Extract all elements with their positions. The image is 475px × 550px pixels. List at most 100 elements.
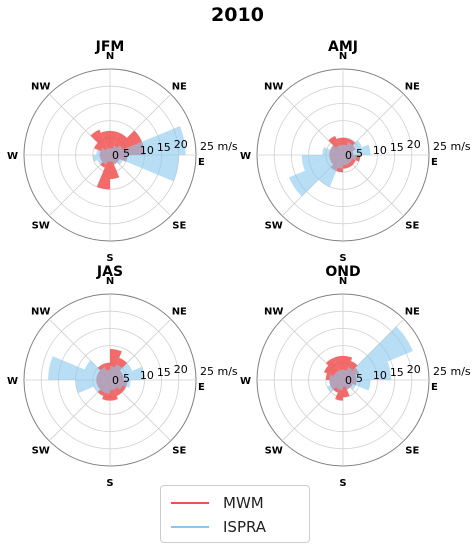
grid-spoke-jfm (48, 154, 111, 217)
bar-ispra-ond (329, 374, 343, 380)
bar-ispra-jfm (92, 155, 110, 162)
direction-label-sw-jas: SW (32, 445, 50, 456)
bar-ispra-amj (288, 155, 343, 197)
bar-ispra-jfm (96, 149, 110, 155)
direction-label-ne-jfm: NE (172, 82, 187, 93)
bar-ispra-ond (343, 361, 392, 380)
bar-ispra-amj (343, 155, 353, 163)
legend-swatch-ispra (171, 526, 209, 528)
panel-title-jfm: JFM (95, 39, 125, 55)
bar-ispra-amj (318, 155, 343, 187)
panel-title-ond: OND (325, 264, 360, 280)
direction-label-ne-ond: NE (405, 307, 420, 318)
direction-label-se-jfm: SE (172, 220, 186, 231)
legend-label-ispra: ISPRA (223, 518, 267, 536)
direction-label-e-jas: E (198, 382, 205, 393)
grid-spoke-jfm (109, 154, 172, 217)
radial-tick-jas: 25 m/s (200, 365, 238, 378)
direction-label-ne-jas: NE (172, 307, 187, 318)
direction-label-nw-amj: NW (264, 82, 283, 93)
legend: MWM ISPRA (160, 485, 310, 543)
bar-ispra-ond (333, 372, 343, 380)
bar-ispra-ond (339, 369, 343, 380)
bar-ispra-jfm (97, 155, 110, 165)
bar-ispra-amj (330, 145, 343, 155)
radial-tick-jfm: 0 (112, 149, 119, 162)
bar-ispra-jfm (110, 155, 123, 165)
bar-ispra-jfm (110, 155, 179, 182)
bar-ispra-jas (75, 380, 110, 394)
bar-ispra-jas (94, 380, 110, 393)
legend-swatch-mwm (171, 502, 209, 504)
bar-ispra-amj (339, 144, 343, 155)
bar-ispra-jas (84, 360, 110, 380)
radial-tick-jfm: 5 (123, 147, 130, 160)
direction-label-e-ond: E (431, 382, 438, 393)
direction-label-s-jfm: S (106, 253, 113, 264)
bar-ispra-ond (343, 380, 346, 387)
radial-tick-jas: 10 (140, 369, 154, 382)
bar-ispra-jas (100, 367, 110, 380)
bar-mwm-jfm (96, 155, 110, 190)
bar-ispra-amj (343, 155, 351, 165)
grid-spoke-ond (342, 379, 405, 442)
bar-ispra-jas (48, 356, 110, 380)
direction-label-w-amj: W (240, 151, 251, 162)
radial-tick-amj: 20 (407, 138, 421, 151)
grid-spoke-amj (342, 154, 405, 217)
radial-tick-jfm: 15 (157, 141, 171, 154)
radial-tick-jfm: 25 m/s (200, 140, 238, 153)
bar-ispra-jfm (110, 145, 118, 155)
bar-ispra-ond (335, 370, 343, 380)
bar-ispra-ond (343, 380, 371, 391)
direction-label-n-amj: N (339, 51, 347, 62)
bar-ispra-jfm (107, 155, 110, 162)
bar-ispra-jas (104, 380, 110, 394)
radial-tick-amj: 0 (345, 149, 352, 162)
bar-ispra-amj (335, 145, 343, 155)
direction-label-ne-amj: NE (405, 82, 420, 93)
bar-ispra-jfm (110, 145, 123, 155)
direction-label-s-ond: S (339, 478, 346, 489)
radial-tick-jas: 0 (112, 374, 119, 387)
direction-label-n-jas: N (106, 276, 114, 287)
radial-tick-jfm: 20 (174, 138, 188, 151)
bar-ispra-jas (110, 380, 131, 388)
direction-label-e-jfm: E (198, 157, 205, 168)
direction-label-w-jas: W (7, 376, 18, 387)
bar-ispra-jfm (102, 155, 110, 165)
direction-label-w-jfm: W (7, 151, 18, 162)
direction-label-sw-ond: SW (265, 445, 283, 456)
bar-ispra-jas (106, 369, 110, 380)
legend-item-mwm: MWM (171, 492, 264, 514)
bar-ispra-jas (110, 380, 118, 390)
bar-ispra-jas (110, 380, 114, 391)
bar-ispra-jas (110, 366, 116, 380)
bar-ispra-ond (329, 380, 343, 386)
bar-ispra-jas (100, 380, 110, 393)
radial-tick-jas: 15 (157, 366, 171, 379)
bar-ispra-ond (335, 380, 343, 390)
bar-ispra-jfm (105, 148, 110, 155)
radial-tick-amj: 15 (390, 141, 404, 154)
radial-tick-amj: 10 (373, 144, 387, 157)
bar-ispra-amj (301, 155, 343, 171)
direction-label-s-jas: S (106, 478, 113, 489)
bar-ispra-amj (343, 155, 347, 166)
radial-tick-ond: 5 (356, 372, 363, 385)
bar-ispra-amj (343, 142, 353, 155)
radial-tick-ond: 25 m/s (433, 365, 471, 378)
bar-ispra-amj (343, 144, 371, 155)
direction-label-nw-jas: NW (31, 307, 50, 318)
bar-ispra-amj (343, 155, 357, 161)
panel-title-amj: AMJ (328, 39, 358, 55)
bar-ispra-jfm (107, 148, 110, 155)
bar-ispra-amj (343, 140, 363, 155)
radial-tick-ond: 0 (345, 374, 352, 387)
bar-ispra-ond (343, 380, 351, 390)
bar-ispra-ond (327, 380, 343, 393)
radial-tick-jas: 20 (174, 363, 188, 376)
bar-ispra-jfm (110, 155, 113, 162)
bar-ispra-jas (110, 380, 123, 390)
